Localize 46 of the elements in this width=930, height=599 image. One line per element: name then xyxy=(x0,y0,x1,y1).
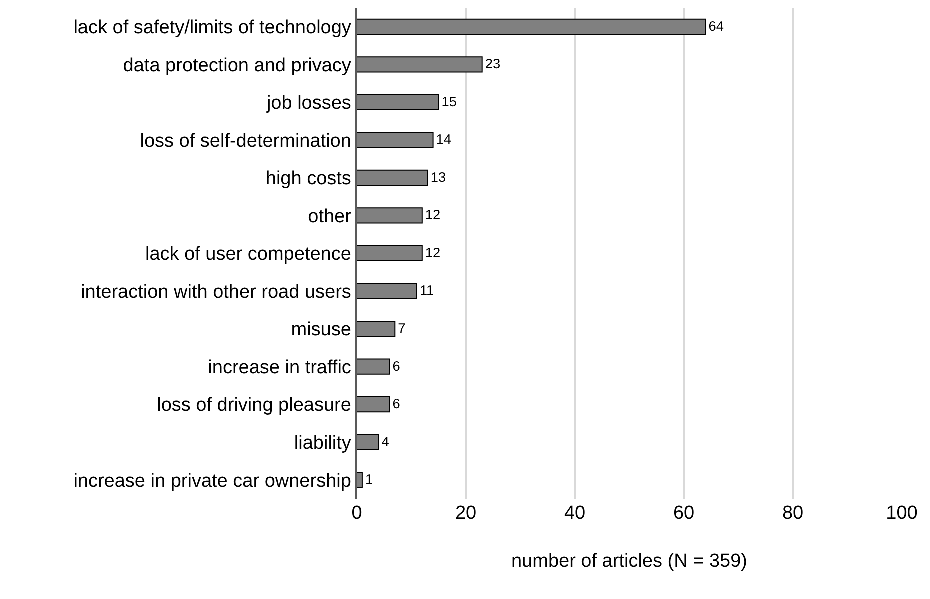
data-label: 13 xyxy=(430,170,446,185)
data-label: 14 xyxy=(436,132,452,148)
bar xyxy=(357,245,423,262)
y-tick-label: job losses xyxy=(266,93,352,114)
x-tick-label: 60 xyxy=(673,503,695,524)
bar xyxy=(357,208,423,224)
y-tick-label: increase in private car ownership xyxy=(74,470,352,492)
x-tick-label: 0 xyxy=(352,503,362,524)
y-tick-label: lack of user competence xyxy=(145,244,352,266)
y-tick-label: misuse xyxy=(291,320,352,341)
bar xyxy=(357,94,440,110)
data-label: 64 xyxy=(708,18,724,34)
bar xyxy=(357,320,396,338)
y-tick-label: other xyxy=(308,206,352,228)
y-tick-label: increase in traffic xyxy=(208,357,352,378)
x-axis-title: number of articles (N = 359) xyxy=(511,550,748,572)
y-tick-label: interaction with other road users xyxy=(81,282,352,303)
bar xyxy=(357,170,428,186)
x-tick-label: 100 xyxy=(886,503,918,524)
data-label: 23 xyxy=(485,56,501,72)
data-label: 4 xyxy=(382,434,390,450)
bar xyxy=(357,18,706,35)
data-label: 15 xyxy=(442,94,458,110)
x-tick-label: 20 xyxy=(455,503,477,524)
bar xyxy=(357,434,380,450)
data-label: 7 xyxy=(398,320,406,336)
bar xyxy=(357,132,434,148)
data-label: 6 xyxy=(392,396,400,412)
y-tick-label: high costs xyxy=(266,168,352,190)
y-tick-label: loss of driving pleasure xyxy=(157,395,352,416)
data-label: 12 xyxy=(425,208,441,223)
x-tick-label: 80 xyxy=(782,503,804,524)
data-label: 6 xyxy=(392,358,400,374)
data-label: 12 xyxy=(425,245,441,260)
bar xyxy=(357,56,483,73)
data-label: 1 xyxy=(365,472,374,488)
bar xyxy=(357,283,418,300)
bar xyxy=(357,472,363,488)
y-tick-label: data protection and privacy xyxy=(123,55,352,76)
x-tick-label: 40 xyxy=(564,503,586,524)
data-label: 11 xyxy=(420,283,434,298)
bar xyxy=(357,358,390,375)
y-tick-label: liability xyxy=(294,433,352,454)
y-tick-label: lack of safety/limits of technology xyxy=(74,18,352,39)
y-tick-label: loss of self-determination xyxy=(140,130,352,152)
bar xyxy=(357,396,390,413)
